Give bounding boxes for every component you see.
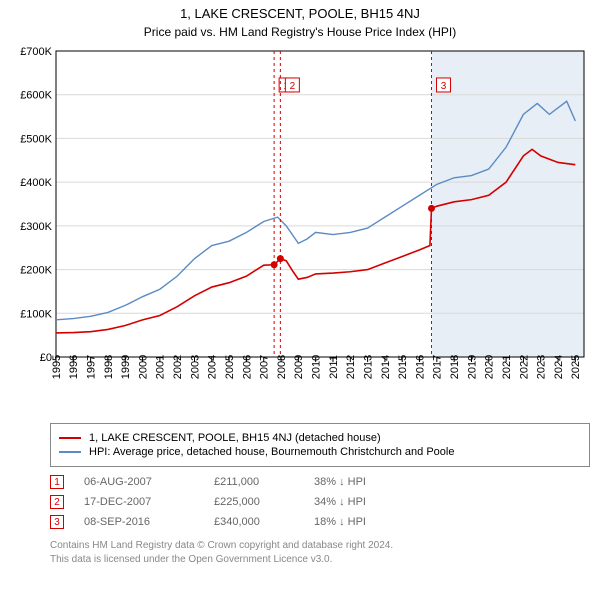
sale-row: 1 06-AUG-2007 £211,000 38% ↓ HPI: [50, 475, 590, 489]
svg-text:2006: 2006: [241, 355, 253, 379]
chart-area: £0£100K£200K£300K£400K£500K£600K£700K199…: [10, 47, 590, 417]
legend-swatch: [59, 437, 81, 439]
svg-text:2011: 2011: [328, 355, 340, 379]
sale-price: £225,000: [214, 496, 294, 508]
sales-table: 1 06-AUG-2007 £211,000 38% ↓ HPI 2 17-DEC-200…: [50, 475, 590, 529]
footer-line1: Contains HM Land Registry data © Crown c…: [50, 539, 590, 553]
svg-text:2012: 2012: [345, 355, 357, 379]
chart-container: 1, LAKE CRESCENT, POOLE, BH15 4NJ Price …: [0, 0, 600, 566]
svg-text:£700K: £700K: [20, 47, 52, 58]
chart-svg: £0£100K£200K£300K£400K£500K£600K£700K199…: [10, 47, 590, 417]
svg-text:1998: 1998: [103, 355, 115, 379]
svg-text:1995: 1995: [51, 355, 63, 379]
title-subtitle: Price paid vs. HM Land Registry's House …: [0, 25, 600, 39]
svg-text:2020: 2020: [484, 355, 496, 379]
svg-text:2024: 2024: [553, 355, 565, 379]
sale-date: 06-AUG-2007: [84, 476, 194, 488]
svg-text:2007: 2007: [259, 355, 271, 379]
svg-text:2022: 2022: [518, 355, 530, 379]
svg-text:2013: 2013: [362, 355, 374, 379]
svg-text:2004: 2004: [207, 355, 219, 379]
svg-text:2016: 2016: [414, 355, 426, 379]
footer-line2: This data is licensed under the Open Gov…: [50, 553, 590, 567]
sale-diff: 18% ↓ HPI: [314, 516, 404, 528]
svg-text:£500K: £500K: [20, 133, 52, 145]
legend-swatch: [59, 451, 81, 453]
sale-diff: 34% ↓ HPI: [314, 496, 404, 508]
sale-date: 17-DEC-2007: [84, 496, 194, 508]
title-address: 1, LAKE CRESCENT, POOLE, BH15 4NJ: [0, 6, 600, 21]
svg-text:2015: 2015: [397, 355, 409, 379]
svg-text:2010: 2010: [311, 355, 323, 379]
sale-row: 3 08-SEP-2016 £340,000 18% ↓ HPI: [50, 515, 590, 529]
legend-label: HPI: Average price, detached house, Bour…: [89, 446, 454, 458]
svg-text:£100K: £100K: [20, 308, 52, 320]
svg-text:2: 2: [290, 81, 296, 92]
svg-text:£600K: £600K: [20, 90, 52, 102]
svg-text:3: 3: [441, 81, 447, 92]
svg-text:1997: 1997: [85, 355, 97, 379]
svg-text:2000: 2000: [137, 355, 149, 379]
svg-text:2019: 2019: [466, 355, 478, 379]
legend: 1, LAKE CRESCENT, POOLE, BH15 4NJ (detac…: [50, 423, 590, 467]
svg-text:1999: 1999: [120, 355, 132, 379]
svg-text:2021: 2021: [501, 355, 513, 379]
legend-row: 1, LAKE CRESCENT, POOLE, BH15 4NJ (detac…: [59, 432, 581, 444]
svg-text:2014: 2014: [380, 355, 392, 379]
svg-text:2018: 2018: [449, 355, 461, 379]
footer: Contains HM Land Registry data © Crown c…: [50, 539, 590, 566]
legend-label: 1, LAKE CRESCENT, POOLE, BH15 4NJ (detac…: [89, 432, 381, 444]
svg-text:2009: 2009: [293, 355, 305, 379]
svg-text:2023: 2023: [536, 355, 548, 379]
svg-text:2005: 2005: [224, 355, 236, 379]
sale-price: £340,000: [214, 516, 294, 528]
sale-price: £211,000: [214, 476, 294, 488]
title-block: 1, LAKE CRESCENT, POOLE, BH15 4NJ Price …: [0, 0, 600, 41]
svg-text:£200K: £200K: [20, 265, 52, 277]
svg-text:2017: 2017: [432, 355, 444, 379]
svg-text:£300K: £300K: [20, 221, 52, 233]
svg-text:1996: 1996: [68, 355, 80, 379]
sale-date: 08-SEP-2016: [84, 516, 194, 528]
svg-text:2001: 2001: [155, 355, 167, 379]
svg-text:2008: 2008: [276, 355, 288, 379]
svg-text:2002: 2002: [172, 355, 184, 379]
sale-marker: 2: [50, 495, 64, 509]
svg-text:2003: 2003: [189, 355, 201, 379]
sale-row: 2 17-DEC-2007 £225,000 34% ↓ HPI: [50, 495, 590, 509]
svg-text:£400K: £400K: [20, 177, 52, 189]
svg-text:2025: 2025: [570, 355, 582, 379]
sale-marker: 3: [50, 515, 64, 529]
legend-row: HPI: Average price, detached house, Bour…: [59, 446, 581, 458]
sale-diff: 38% ↓ HPI: [314, 476, 404, 488]
sale-marker: 1: [50, 475, 64, 489]
